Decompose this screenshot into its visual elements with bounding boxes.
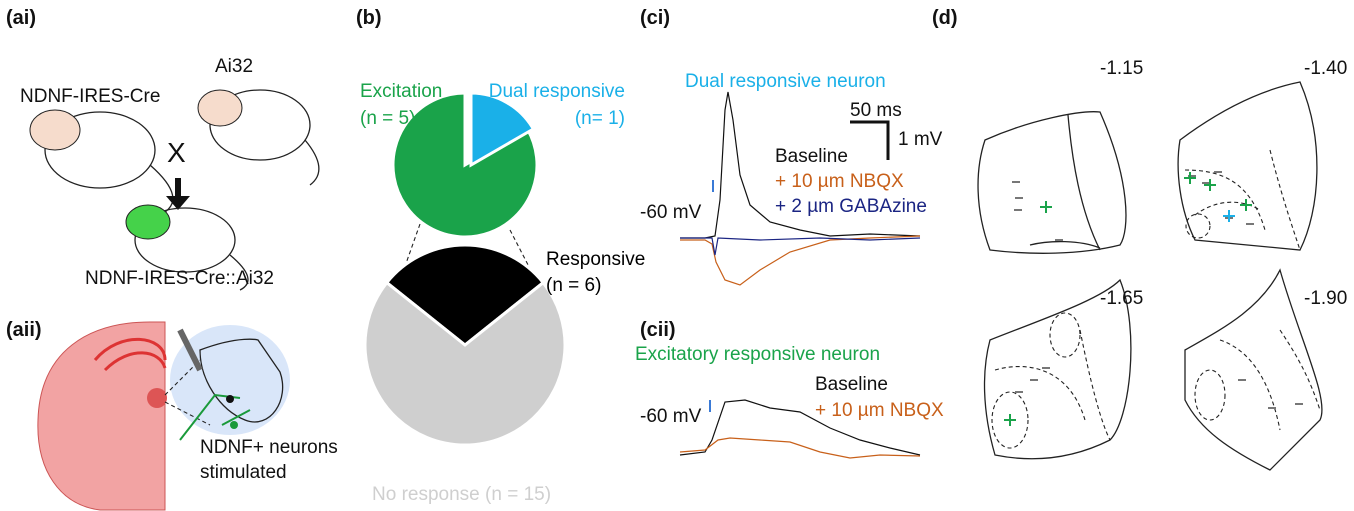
trace-title: Excitatory responsive neuron <box>635 344 880 365</box>
pie-label: Responsive <box>546 249 645 270</box>
section-label: -1.65 <box>1100 288 1143 309</box>
annotation: NDNF+ neurons <box>200 437 338 458</box>
section-label: -1.90 <box>1304 288 1347 309</box>
pie-label: No response <box>372 484 480 505</box>
legend-entry: + 10 µm NBQX <box>815 400 944 421</box>
legend-entry: Baseline <box>775 146 848 167</box>
mouse-parent2 <box>198 90 319 185</box>
pie-label: Excitation <box>360 81 442 102</box>
cross-symbol: X <box>167 137 186 168</box>
panel-label: (d) <box>932 7 958 29</box>
legend-entry: Baseline <box>815 374 888 395</box>
atlas-sections <box>978 82 1322 470</box>
pie-value-label: (n = 15) <box>485 484 551 505</box>
pie-value-label: (n = 5) <box>360 108 415 129</box>
legend-entry: + 10 µm NBQX <box>775 171 904 192</box>
pie-value-label: (n = 6) <box>546 275 601 296</box>
pie-label: Dual responsive <box>489 81 625 102</box>
mouse-label: Ai32 <box>215 56 253 77</box>
mouse-label: NDNF-IRES-Cre <box>20 86 160 107</box>
scale-label: 50 ms <box>850 100 902 121</box>
panel-label: (ai) <box>6 7 36 29</box>
annotation: stimulated <box>200 462 287 483</box>
section-label: -1.40 <box>1304 58 1347 79</box>
holding-label: -60 mV <box>640 202 702 223</box>
trace-title: Dual responsive neuron <box>685 71 886 92</box>
panel-label: (aii) <box>6 319 42 341</box>
section-label: -1.15 <box>1100 58 1143 79</box>
mouse-label: NDNF-IRES-Cre::Ai32 <box>85 268 274 289</box>
mouse-parent1 <box>30 110 173 215</box>
pie-label-group: No response (n = 15) <box>372 484 551 505</box>
pie-value-label: (n= 1) <box>575 108 625 129</box>
panel-label: (cii) <box>640 319 676 341</box>
panel-label: (b) <box>356 7 382 29</box>
panel-label: (ci) <box>640 7 670 29</box>
holding-label: -60 mV <box>640 406 702 427</box>
arrow <box>166 178 190 210</box>
figure: (ai) (aii) (b) (ci) (cii) (d) NDNF-IRES-… <box>0 0 1354 511</box>
legend-entry: + 2 µm GABAzine <box>775 196 927 217</box>
scale-label: 1 mV <box>898 129 943 150</box>
